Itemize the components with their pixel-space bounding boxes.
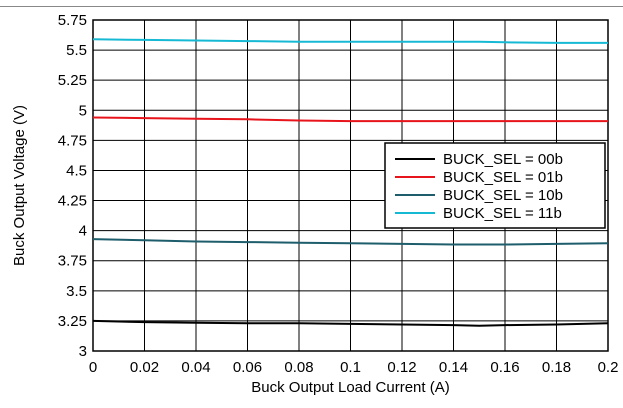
legend-label-2: BUCK_SEL = 10b bbox=[443, 187, 563, 204]
y-tick-label: 3.25 bbox=[58, 313, 87, 330]
y-tick-label: 5 bbox=[79, 102, 87, 119]
y-tick-label: 3.75 bbox=[58, 253, 87, 270]
series-line-1 bbox=[92, 116, 608, 123]
y-tick-label: 4.5 bbox=[66, 162, 87, 179]
y-tick-label: 5.5 bbox=[66, 42, 87, 59]
series-line-3 bbox=[92, 38, 608, 44]
series-line-2 bbox=[92, 238, 609, 246]
x-tick-label: 0.18 bbox=[542, 359, 571, 376]
y-tick-label: 5.75 bbox=[58, 12, 87, 29]
x-tick-label: 0.06 bbox=[233, 359, 262, 376]
legend-label-0: BUCK_SEL = 00b bbox=[443, 151, 563, 168]
series-line-0 bbox=[92, 319, 609, 327]
x-tick-label: 0.12 bbox=[387, 359, 416, 376]
legend-label-3: BUCK_SEL = 11b bbox=[443, 205, 562, 222]
y-tick-label: 4.75 bbox=[58, 132, 87, 149]
x-tick-label: 0 bbox=[89, 359, 97, 376]
x-tick-label: 0.16 bbox=[490, 359, 519, 376]
x-tick-label: 0.1 bbox=[340, 359, 361, 376]
y-tick-label: 4.25 bbox=[58, 193, 87, 210]
legend-label-1: BUCK_SEL = 01b bbox=[443, 169, 563, 186]
x-axis-label: Buck Output Load Current (A) bbox=[251, 379, 449, 396]
y-tick-label: 3 bbox=[79, 343, 87, 360]
x-tick-label: 0.04 bbox=[181, 359, 210, 376]
x-tick-label: 0.2 bbox=[598, 359, 619, 376]
x-tick-label: 0.08 bbox=[284, 359, 313, 376]
y-axis-label: Buck Output Voltage (V) bbox=[11, 105, 28, 266]
x-tick-label: 0.02 bbox=[130, 359, 159, 376]
y-tick-label: 5.25 bbox=[58, 72, 87, 89]
y-tick-label: 3.5 bbox=[66, 283, 87, 300]
x-tick-label: 0.14 bbox=[439, 359, 468, 376]
plot-frame bbox=[92, 19, 609, 352]
y-tick-label: 4 bbox=[79, 223, 87, 240]
